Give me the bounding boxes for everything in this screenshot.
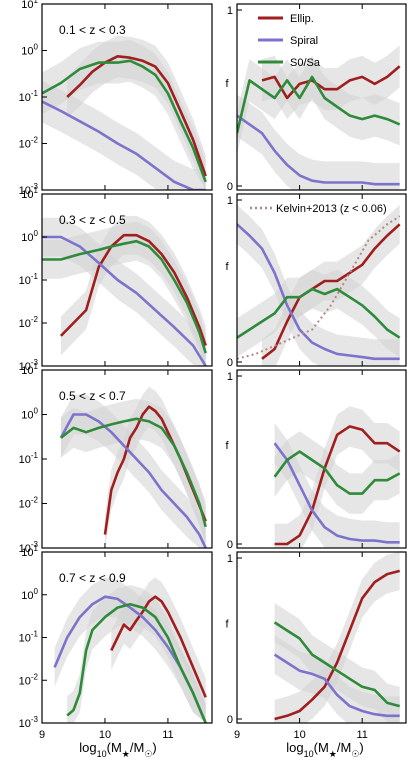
line-ellip-left-0 [66, 54, 207, 177]
band-s0sa-right-2 [274, 431, 400, 514]
ytick-label: 10-2 [19, 496, 39, 511]
legend-label-spiral: Spiral [290, 35, 318, 47]
xtick-label: 10 [293, 729, 305, 741]
line-spiral-left-1 [42, 235, 207, 366]
line-s0sa-left-2 [60, 417, 207, 528]
f-axis-label: f [225, 261, 229, 273]
ytick-label: 10-2 [19, 315, 39, 330]
ytick-label: 101 [21, 0, 38, 11]
line-s0sa-right-3 [273, 621, 401, 708]
line-s0sa-right-2 [273, 450, 401, 495]
series-lines [42, 54, 401, 723]
line-ellip-right-1 [261, 223, 401, 360]
xtick-label: 11 [162, 729, 173, 741]
ytick-label: 0 [227, 714, 233, 726]
ytick-label: 0 [227, 181, 233, 193]
line-ellip-left-3 [110, 595, 207, 698]
frame-right-3 [236, 551, 407, 724]
f-axis-label: f [225, 440, 229, 452]
line-s0sa-right-1 [237, 287, 401, 339]
xtick-label: 9 [39, 729, 45, 741]
x-axis-label-right: log10(M★/M☉) [286, 740, 364, 759]
line-spiral-right-2 [273, 442, 400, 544]
ytick-label: 101 [21, 544, 38, 559]
line-s0sa-left-1 [42, 239, 207, 354]
ytick-label: 1 [227, 553, 233, 565]
uncertainty-bands [42, 35, 400, 723]
xtick-label: 11 [356, 729, 367, 741]
ytick-label: 1 [227, 371, 233, 383]
line-kelvin-right-1 [237, 215, 401, 360]
line-s0sa-left-3 [66, 602, 207, 723]
ytick-label: 100 [21, 587, 38, 602]
ytick-label: 1 [227, 5, 233, 17]
redshift-label: 0.3 < z < 0.5 [59, 213, 126, 227]
ytick-label: 101 [21, 186, 38, 201]
ytick-label: 100 [21, 407, 38, 422]
xtick-label: 9 [234, 729, 240, 741]
legend-label-kelvin: Kelvin+2013 (z < 0.06) [276, 203, 387, 215]
band-spiral-left-0 [42, 80, 206, 190]
legend-label-s0sa: S0/Sa [290, 57, 321, 69]
line-s0sa-right-0 [237, 75, 401, 134]
ytick-label: 100 [21, 43, 38, 58]
line-ellip-right-2 [274, 425, 401, 546]
axis-ticks: 10110010-110-210-310110010-110-210-31011… [19, 0, 368, 741]
redshift-label: 0.7 < z < 0.9 [59, 571, 126, 585]
frame-right-1 [236, 193, 407, 367]
frame-right-0 [236, 3, 407, 191]
ytick-label: 10-1 [19, 272, 39, 287]
frame-right-2 [236, 369, 407, 549]
band-spiral-right-2 [274, 423, 400, 548]
line-s0sa-left-0 [42, 59, 207, 183]
ytick-label: 10-2 [19, 672, 39, 687]
ytick-label: 10-3 [19, 715, 39, 730]
ytick-label: 100 [21, 229, 38, 244]
ytick-label: 0 [227, 357, 233, 369]
redshift-label: 0.5 < z < 0.7 [59, 389, 126, 403]
ytick-label: 10-1 [19, 89, 39, 104]
line-spiral-left-2 [59, 413, 207, 548]
f-axis-label: f [225, 619, 229, 631]
ytick-label: 10-1 [19, 451, 39, 466]
band-s0sa-right-1 [237, 269, 400, 358]
ytick-label: 0 [227, 539, 233, 551]
x-axis-label-left: log10(M★/M☉) [79, 740, 157, 759]
xtick-label: 10 [99, 729, 111, 741]
line-ellip-right-0 [261, 65, 401, 100]
line-spiral-right-0 [237, 114, 400, 186]
line-spiral-right-3 [273, 653, 400, 718]
f-axis-label: f [225, 78, 229, 90]
line-ellip-right-3 [274, 569, 401, 721]
legend-label-ellip: Ellip. [290, 13, 314, 25]
legend: Ellip. Spiral S0/Sa [258, 13, 321, 69]
line-spiral-right-1 [237, 223, 400, 361]
ytick-label: 10-2 [19, 136, 39, 151]
band-spiral-right-0 [237, 94, 400, 190]
ytick-label: 10-3 [19, 182, 39, 197]
legend-kelvin: Kelvin+2013 (z < 0.06) [250, 203, 387, 215]
ytick-label: 10-3 [19, 540, 39, 555]
band-spiral-right-1 [237, 204, 400, 366]
line-spiral-left-0 [42, 100, 206, 190]
band-ellip-right-3 [274, 552, 400, 723]
panel-labels: 0.1 < z < 0.3 0.3 < z < 0.5 0.5 < z < 0.7 0… [59, 23, 126, 585]
redshift-label: 0.1 < z < 0.3 [59, 23, 126, 37]
ytick-label: 101 [21, 362, 38, 377]
ytick-label: 1 [227, 195, 233, 207]
ytick-label: 10-3 [19, 358, 39, 373]
ytick-label: 10-1 [19, 630, 39, 645]
line-ellip-left-1 [59, 233, 207, 346]
